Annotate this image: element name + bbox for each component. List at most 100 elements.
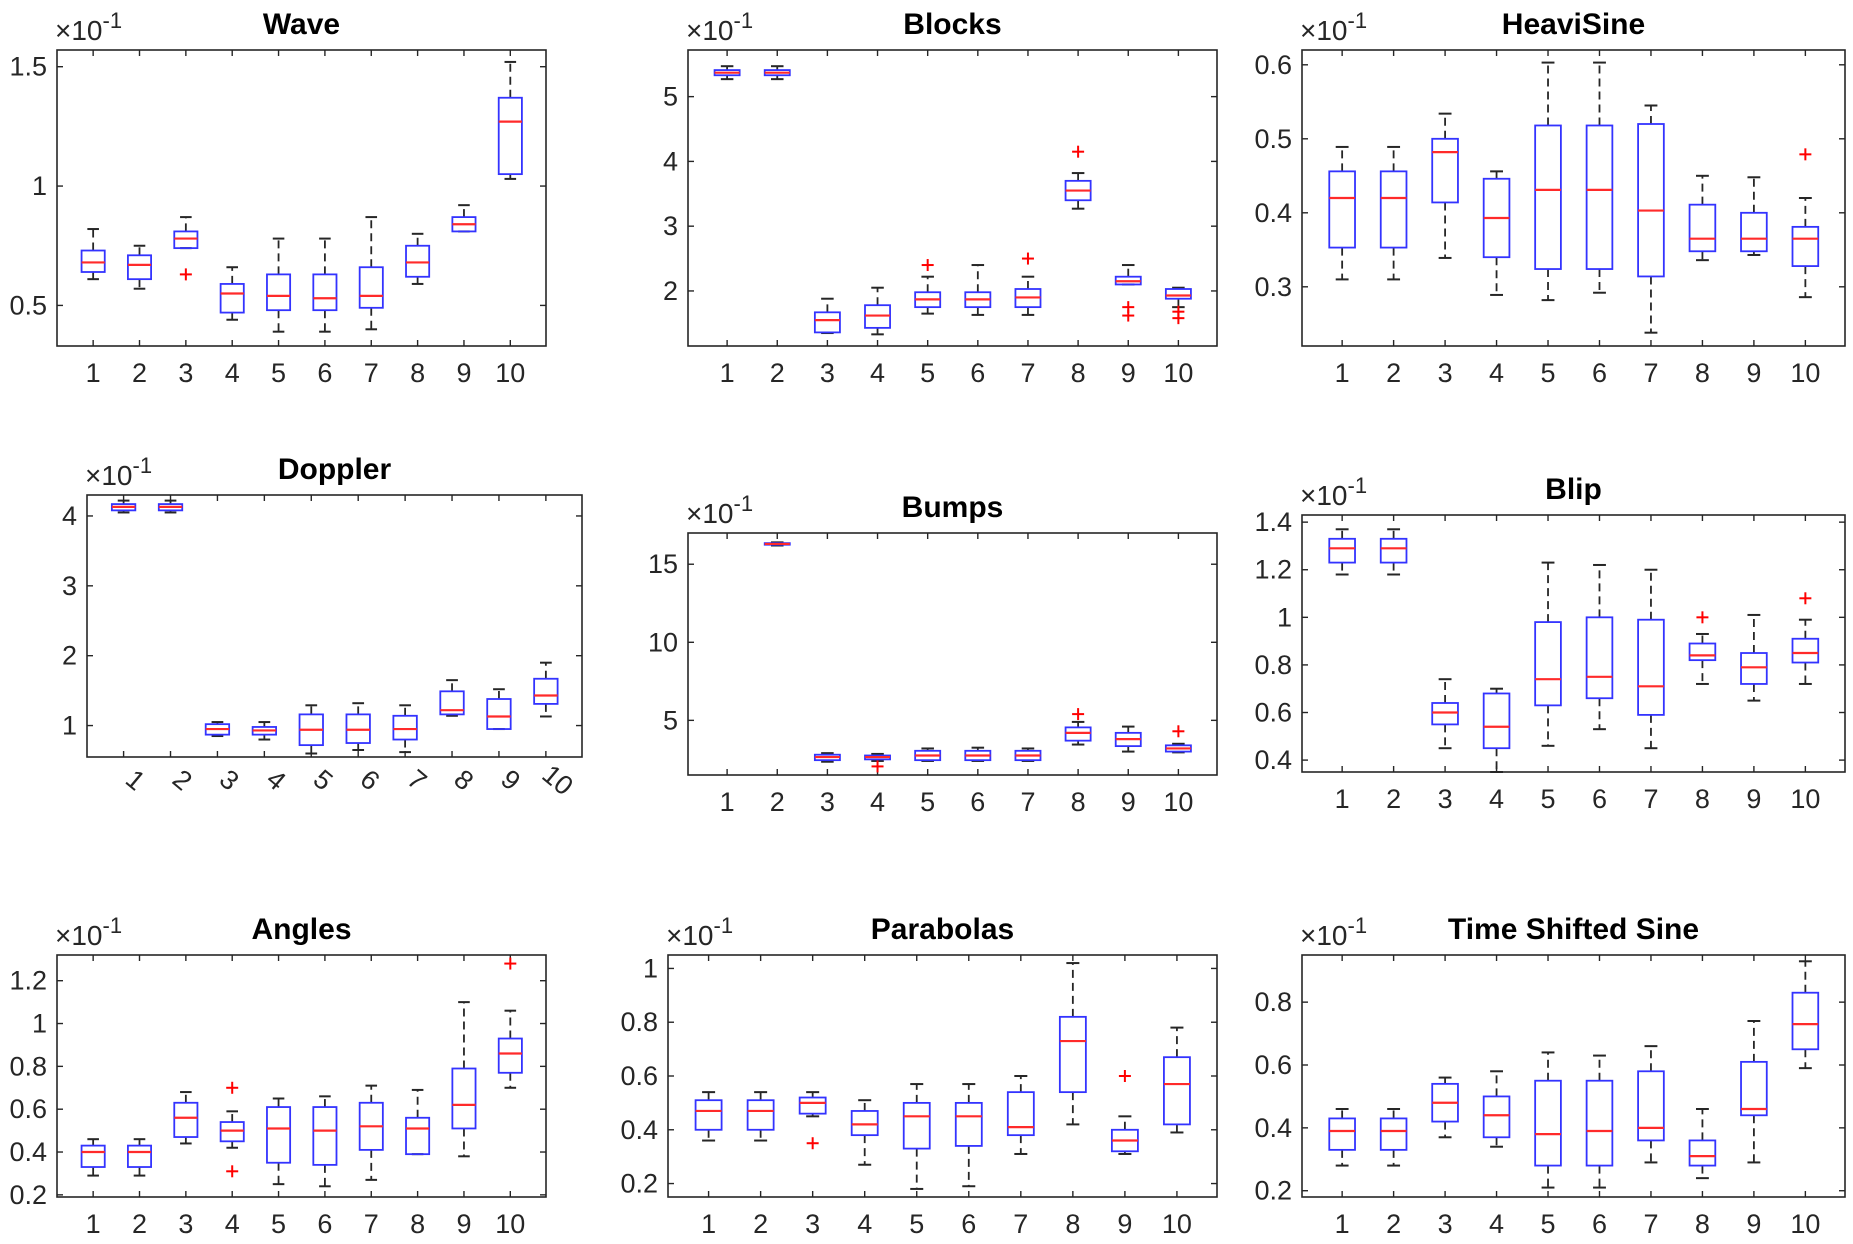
x-tick-label: 4 — [870, 787, 885, 817]
x-tick-label: 6 — [1592, 358, 1607, 388]
x-tick-label: 10 — [495, 358, 525, 388]
box-4 — [850, 1099, 879, 1166]
box-iqr — [219, 283, 245, 314]
x-tick-label: 3 — [178, 358, 193, 388]
box-iqr — [439, 690, 465, 716]
box-iqr — [312, 1106, 338, 1166]
box-10 — [1791, 960, 1820, 1070]
box-9 — [1114, 725, 1142, 753]
box-iqr — [1482, 1095, 1511, 1139]
box-9 — [451, 1001, 477, 1158]
box-10 — [1791, 592, 1820, 685]
outlier-marker — [1072, 708, 1085, 721]
box-iqr — [1740, 211, 1768, 253]
box-10 — [533, 661, 559, 718]
box-iqr — [1058, 1015, 1087, 1094]
box-8 — [1058, 962, 1087, 1126]
plot-frame — [667, 954, 1218, 1198]
y-tick-label: 0.4 — [1254, 745, 1292, 775]
box-9 — [1740, 176, 1768, 256]
box-iqr — [266, 273, 292, 312]
box-4 — [219, 266, 245, 321]
y-tick-label: 3 — [663, 211, 678, 241]
x-tick-label: 10 — [495, 1209, 525, 1239]
exponent-label: ×10-1 — [1300, 473, 1367, 511]
box-4 — [251, 721, 277, 741]
box-5 — [266, 1097, 292, 1186]
x-tick-label: 3 — [820, 787, 835, 817]
box-iqr — [1585, 1079, 1614, 1167]
x-tick-label: 5 — [308, 764, 339, 797]
y-tick-label: 2 — [62, 641, 77, 671]
x-tick-label: 2 — [132, 358, 147, 388]
y-tick-label: 1.2 — [1254, 555, 1292, 585]
x-tick-label: 8 — [448, 764, 479, 797]
x-tick-label: 6 — [970, 358, 985, 388]
box-iqr — [392, 714, 418, 741]
box-iqr — [1791, 637, 1820, 664]
y-tick-label: 0.4 — [9, 1137, 47, 1167]
box-10 — [497, 957, 523, 1089]
x-tick-label: 4 — [870, 358, 885, 388]
x-tick-label: 1 — [86, 358, 101, 388]
box-iqr — [173, 230, 199, 250]
y-tick-label: 1 — [32, 1009, 47, 1039]
box-9 — [1740, 613, 1768, 702]
panel-heavisine: HeaviSine ×10-1 0.3 0.4 0.5 0.6 1 2 3 4 5 6 7 8 9 10 — [1254, 8, 1846, 388]
y-tick-label: 0.4 — [1254, 198, 1292, 228]
box-2 — [1379, 145, 1408, 281]
plot-frame — [86, 494, 583, 758]
box-6 — [312, 237, 338, 333]
exponent-label: ×10-1 — [55, 913, 122, 951]
x-tick-label: 2 — [1386, 784, 1401, 814]
outlier-marker — [179, 268, 192, 281]
box-1 — [80, 1138, 106, 1177]
x-tick-label: 3 — [178, 1209, 193, 1239]
x-tick-label: 9 — [495, 764, 526, 797]
x-tick-label: 6 — [355, 764, 386, 797]
x-tick-label: 5 — [1541, 358, 1556, 388]
y-tick-label: 1 — [643, 953, 658, 983]
outlier-marker — [504, 957, 517, 970]
box-iqr — [902, 1101, 931, 1150]
box-9 — [1110, 1070, 1139, 1155]
x-tick-label: 8 — [1695, 784, 1710, 814]
box-7 — [1637, 104, 1665, 334]
x-tick-label: 9 — [1746, 358, 1761, 388]
panel-bumps: Bumps ×10-1 5 10 15 1 2 3 4 5 6 7 8 9 10 — [648, 491, 1218, 817]
x-tick-label: 7 — [1643, 1209, 1658, 1239]
box-5 — [298, 704, 324, 755]
box-iqr — [127, 1144, 152, 1168]
plot-title: Wave — [263, 8, 340, 41]
x-tick-label: 9 — [456, 358, 471, 388]
box-iqr — [173, 1101, 199, 1138]
box-3 — [173, 216, 199, 281]
box-8 — [1688, 174, 1717, 262]
box-3 — [813, 752, 841, 763]
y-tick-label: 1 — [1277, 602, 1292, 632]
x-tick-label: 2 — [167, 764, 198, 797]
outlier-marker — [1172, 725, 1185, 738]
box-10 — [1164, 725, 1192, 754]
x-tick-label: 4 — [225, 1209, 240, 1239]
box-2 — [746, 1091, 775, 1142]
box-1 — [1328, 1108, 1356, 1167]
outlier-marker — [226, 1081, 239, 1094]
box-1 — [80, 228, 106, 281]
x-tick-label: 2 — [770, 787, 785, 817]
box-iqr — [1791, 991, 1820, 1051]
box-4 — [1482, 687, 1511, 773]
box-iqr — [1637, 123, 1665, 278]
outlier-marker — [921, 259, 934, 272]
x-tick-label: 7 — [1013, 1209, 1028, 1239]
y-tick-label: 0.6 — [1254, 698, 1292, 728]
box-5 — [914, 747, 942, 762]
y-tick-label: 0.6 — [620, 1061, 658, 1091]
x-tick-label: 8 — [1695, 1209, 1710, 1239]
outlier-marker — [1172, 305, 1185, 318]
box-6 — [1585, 563, 1614, 731]
plot-frame — [687, 532, 1218, 776]
outlier-marker — [1799, 592, 1812, 605]
box-4 — [864, 286, 891, 336]
x-tick-label: 9 — [1121, 787, 1136, 817]
